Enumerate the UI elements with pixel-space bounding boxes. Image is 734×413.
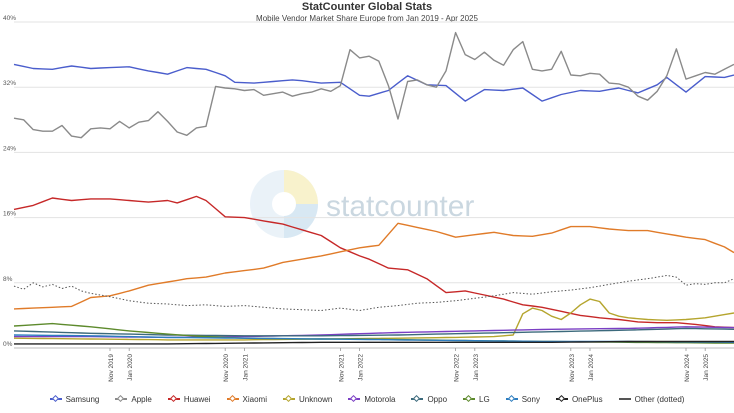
legend-item-motorola[interactable]: Motorola	[348, 395, 395, 404]
series-line-apple	[13, 31, 734, 139]
x-tick-label: Nov 2021	[338, 354, 345, 382]
series-line-unknown	[13, 298, 734, 341]
y-tick-label: 0%	[3, 341, 13, 348]
legend-marker-icon	[618, 395, 631, 403]
legend-label: Samsung	[65, 394, 100, 404]
x-tick-label: Jan 2025	[703, 354, 710, 381]
legend-label: Apple	[131, 394, 152, 404]
y-tick-label: 32%	[3, 80, 16, 87]
legend-item-oneplus[interactable]: OnePlus	[555, 394, 603, 404]
series-line-other-dotted	[13, 275, 734, 311]
legend-label: Xiaomi	[242, 394, 267, 404]
legend-marker-icon	[49, 395, 62, 403]
watermark-slice-blue	[284, 204, 318, 238]
y-tick-label: 16%	[3, 211, 16, 218]
y-tick-label: 8%	[3, 276, 13, 283]
legend-item-unknown[interactable]: Unknown	[282, 394, 333, 404]
legend-label: LG	[479, 394, 490, 404]
legend-marker-icon	[348, 395, 361, 403]
legend-item-other-dotted[interactable]: Other (dotted)	[618, 394, 685, 404]
watermark-hole	[272, 192, 296, 216]
legend-item-xiaomi[interactable]: Xiaomi	[226, 394, 267, 404]
series-line-samsung	[13, 63, 734, 102]
legend-item-huawei[interactable]: Huawei	[167, 394, 211, 404]
legend-label: Motorola	[364, 394, 396, 404]
x-tick-label: Nov 2019	[108, 354, 115, 382]
x-tick-label: Jan 2024	[588, 354, 595, 381]
legend-item-lg[interactable]: LG	[463, 395, 490, 404]
series-line-oppo	[13, 327, 734, 337]
y-tick-label: 40%	[3, 15, 16, 22]
legend-marker-icon	[411, 395, 424, 403]
y-tick-label: 24%	[3, 145, 16, 152]
legend-label: OnePlus	[571, 394, 603, 404]
watermark-slice-yellow	[284, 170, 318, 204]
x-tick-label: Nov 2024	[684, 354, 691, 382]
legend-label: Huawei	[183, 394, 211, 404]
chart-subtitle: Mobile Vendor Market Share Europe from J…	[256, 14, 478, 23]
legend-marker-icon	[226, 395, 239, 403]
legend-item-apple[interactable]: Apple	[115, 394, 152, 404]
legend-item-sony[interactable]: Sony	[505, 394, 540, 404]
legend-label: Other (dotted)	[634, 394, 685, 404]
legend-marker-icon	[282, 395, 295, 403]
x-tick-label: Jan 2022	[358, 354, 365, 381]
legend-marker-icon	[167, 395, 180, 403]
x-tick-label: Nov 2022	[454, 354, 461, 382]
x-tick-label: Jan 2021	[242, 354, 249, 381]
series-line-huawei	[13, 195, 734, 329]
legend-item-samsung[interactable]: Samsung	[49, 394, 100, 404]
series-line-xiaomi	[13, 222, 734, 310]
legend-marker-icon	[505, 395, 518, 403]
legend: Samsung Apple Huawei Xiaomi Unknown Motorola O…	[0, 391, 734, 407]
x-tick-label: Jan 2023	[473, 354, 480, 381]
statcounter-logo-watermark: statcounter	[250, 170, 474, 238]
legend-label: Unknown	[298, 394, 333, 404]
x-tick-label: Nov 2023	[569, 354, 576, 382]
x-tick-label: Jan 2020	[127, 354, 134, 381]
legend-label: Sony	[521, 394, 540, 404]
legend-item-oppo[interactable]: Oppo	[411, 395, 447, 404]
legend-marker-icon	[463, 395, 476, 403]
x-tick-label: Nov 2020	[223, 354, 230, 382]
series-line-oneplus	[14, 340, 734, 345]
legend-label: Oppo	[427, 394, 448, 404]
chart-title: StatCounter Global Stats	[301, 1, 433, 13]
legend-marker-icon	[115, 395, 128, 403]
legend-marker-icon	[555, 395, 568, 403]
